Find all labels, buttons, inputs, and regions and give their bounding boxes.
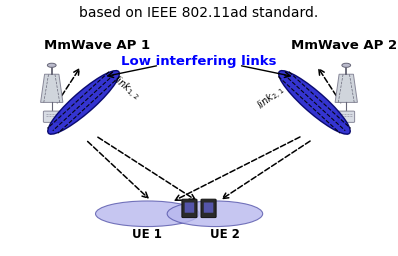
Text: based on IEEE 802.11ad standard.: based on IEEE 802.11ad standard.: [79, 6, 319, 20]
Text: MmWave AP 2: MmWave AP 2: [291, 39, 397, 52]
Text: UE 1: UE 1: [132, 228, 162, 241]
Text: link$_{2,1}$: link$_{2,1}$: [255, 83, 289, 114]
FancyBboxPatch shape: [43, 111, 60, 122]
Polygon shape: [41, 74, 63, 102]
Polygon shape: [335, 74, 357, 102]
Text: MmWave AP 1: MmWave AP 1: [44, 39, 150, 52]
FancyBboxPatch shape: [204, 202, 213, 213]
Ellipse shape: [96, 201, 199, 227]
FancyBboxPatch shape: [185, 202, 194, 213]
Text: link$_{1,2}$: link$_{1,2}$: [109, 73, 143, 104]
FancyBboxPatch shape: [182, 199, 197, 218]
Ellipse shape: [279, 71, 350, 134]
Ellipse shape: [47, 63, 56, 67]
Text: Low interfering links: Low interfering links: [121, 55, 277, 68]
Ellipse shape: [342, 63, 351, 67]
FancyBboxPatch shape: [338, 111, 355, 122]
Ellipse shape: [167, 201, 263, 227]
FancyBboxPatch shape: [201, 199, 216, 218]
Text: UE 2: UE 2: [210, 228, 240, 241]
Ellipse shape: [48, 71, 119, 134]
